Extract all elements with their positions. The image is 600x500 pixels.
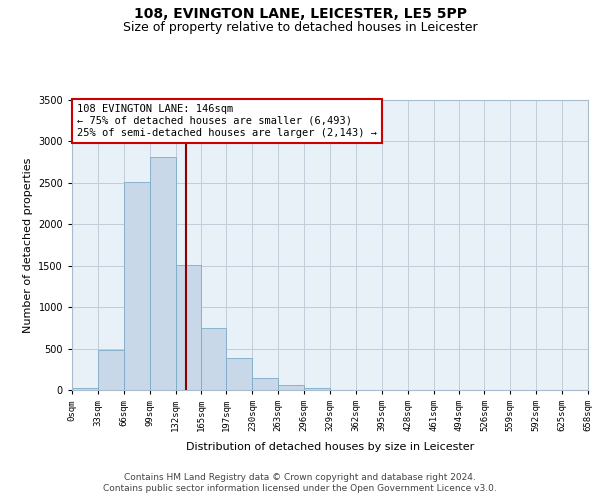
Bar (149, 157, 176, 390)
Bar (202, 328, 226, 390)
Text: Size of property relative to detached houses in Leicester: Size of property relative to detached ho… (122, 21, 478, 34)
Bar (304, 388, 330, 390)
Text: 108 EVINGTON LANE: 146sqm
← 75% of detached houses are smaller (6,493)
25% of se: 108 EVINGTON LANE: 146sqm ← 75% of detac… (77, 104, 377, 138)
Bar (98, 350, 124, 390)
Y-axis label: Number of detached properties: Number of detached properties (23, 158, 32, 332)
Text: Distribution of detached houses by size in Leicester: Distribution of detached houses by size … (186, 442, 474, 452)
Text: 108, EVINGTON LANE, LEICESTER, LE5 5PP: 108, EVINGTON LANE, LEICESTER, LE5 5PP (133, 8, 467, 22)
Bar (72, 388, 98, 390)
Bar (278, 384, 304, 390)
Bar (176, 265, 202, 390)
Bar (226, 358, 253, 390)
Bar (253, 378, 278, 390)
Text: Contains public sector information licensed under the Open Government Licence v3: Contains public sector information licen… (103, 484, 497, 493)
Text: Contains HM Land Registry data © Crown copyright and database right 2024.: Contains HM Land Registry data © Crown c… (124, 472, 476, 482)
Bar (124, 182, 149, 390)
